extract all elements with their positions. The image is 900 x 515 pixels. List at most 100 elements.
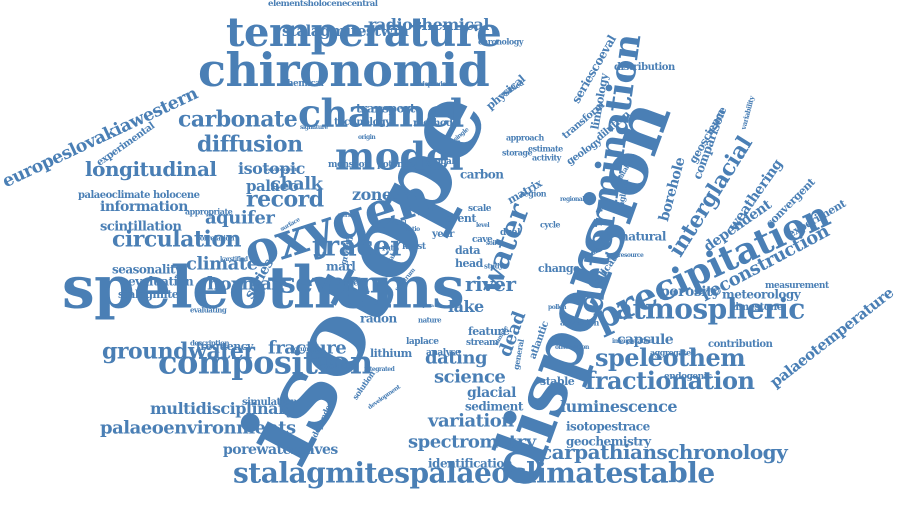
word-transport: transport <box>356 101 415 116</box>
word-simulation: simulation <box>242 397 297 408</box>
word-karst: karst <box>402 241 426 252</box>
word-marl: marl <box>326 259 356 274</box>
word-channel: channel <box>298 90 464 136</box>
word-stalagmite: stalagmite <box>118 288 179 302</box>
word-level: level <box>476 222 490 230</box>
word-nature: nature <box>418 315 442 325</box>
word-palaeo: palaeo <box>246 177 299 195</box>
word-chronology: chronology <box>478 36 524 47</box>
word-interpretation: interpretation <box>612 338 653 346</box>
word-meteorology: meteorology <box>722 287 801 302</box>
word-variability: variability <box>738 95 757 131</box>
word-approach: approach <box>506 132 544 143</box>
word-scale: scale <box>468 203 492 214</box>
word-carbonate: carbonate <box>178 106 298 133</box>
word-frequency: frequency <box>196 340 253 354</box>
word-temperature: temperature <box>226 9 502 56</box>
word-atmospheric: atmospheric <box>615 292 805 326</box>
word-luminescence: luminescence <box>560 397 678 417</box>
word-longitudinal: longitudinal <box>85 157 217 181</box>
word-endogenic: endogenic <box>664 371 712 382</box>
word-stable: stable <box>540 375 575 389</box>
word-palaeoclimate-holocene: palaeoclimate holocene <box>78 190 200 201</box>
word-zone: zone <box>352 185 392 205</box>
word-palaeoenvironments: palaeoenvironments <box>100 417 296 439</box>
word-radiochemical: radiochemical <box>368 15 489 35</box>
word-diffusion: diffusion <box>197 131 303 158</box>
word-head: head <box>455 257 483 271</box>
word-stream: stream <box>466 337 499 348</box>
word-analyse: analyse <box>426 347 461 358</box>
word-region: region <box>520 188 547 199</box>
word-global: global <box>426 156 455 167</box>
word-variation: variation <box>428 410 514 432</box>
word-lithium: lithium <box>370 347 412 361</box>
word-chalk: chalk <box>270 173 323 195</box>
word-change: change <box>538 262 580 276</box>
word-dual: dual <box>500 227 521 238</box>
word-contribution: contribution <box>708 339 773 350</box>
word-isotopestrace: isotopestrace <box>566 419 650 434</box>
word-carbon: carbon <box>460 167 504 182</box>
word-ratio: ratio <box>406 226 420 234</box>
word-speleothem: speleothem <box>595 342 746 372</box>
word-pollen: pollen <box>548 304 566 312</box>
word-lake: lake <box>448 297 484 317</box>
word-independent: independent <box>415 81 452 89</box>
word-signature: signature <box>300 124 328 132</box>
word-carpathianschronology: carpathianschronology <box>540 440 788 464</box>
word-river: river <box>465 272 516 296</box>
word-distribution: distribution <box>614 62 675 73</box>
word-hoxnian: hoxnian <box>207 273 285 295</box>
word-correlation: correlation <box>196 233 235 243</box>
word-feature: feature <box>468 325 510 339</box>
word-rate: rate <box>382 242 399 253</box>
word-technology: technology <box>334 117 391 128</box>
word-environment: environment <box>266 167 297 173</box>
word-groundwater: groundwater <box>102 338 255 365</box>
word-porewatercaves: porewatercaves <box>223 441 338 458</box>
word-data: data <box>455 244 481 258</box>
word-regional: regional <box>560 196 584 204</box>
word-potential: potential <box>377 159 419 170</box>
word-cave: cave <box>472 234 493 245</box>
word-person: person <box>338 212 358 220</box>
word-identification: identification <box>428 456 513 471</box>
word-soil: soil <box>486 240 496 248</box>
word-evaluation: evaluation <box>128 274 194 289</box>
word-climate: climate <box>186 253 258 275</box>
word-isotopic: isotopic <box>238 159 305 179</box>
word-monsoon: monsoon <box>328 159 371 170</box>
word-multidisciplinary: multidisciplinary <box>150 399 295 419</box>
word-information: information <box>100 198 188 215</box>
word-advection: advection <box>560 317 599 328</box>
word-integrated: integrated <box>364 366 395 374</box>
word-spectrometry: spectrometry <box>408 431 536 453</box>
word-resource: resource <box>618 252 644 260</box>
word-tracer: tracer <box>312 229 405 263</box>
word-chemical: chemical <box>282 78 324 89</box>
word-fractionation: fractionation <box>585 365 755 395</box>
word-study: study <box>484 261 503 271</box>
word-tephra: tephra <box>418 303 434 309</box>
word-karstified: karstified <box>220 256 248 264</box>
word-chironomid: chironomid <box>198 43 490 98</box>
word-development: development <box>366 383 402 411</box>
word-dating: dating <box>425 347 488 369</box>
word-glacial: glacial <box>467 384 516 401</box>
word-appropriate: appropriate <box>185 206 233 217</box>
word-estimate: estimate <box>528 143 563 154</box>
word-severn: severn <box>280 266 380 300</box>
word-model: model <box>335 133 464 179</box>
word-speleothems: speleothems <box>62 253 465 322</box>
word-tool: tool <box>395 220 407 228</box>
word-fracture: fracture <box>268 337 347 359</box>
word-geochemistry: geochemistry <box>566 434 651 449</box>
word-composition: composition <box>158 343 373 382</box>
word-sediment: sediment <box>465 399 523 414</box>
word-stalagmitestwin: stalagmitestwin <box>282 22 409 40</box>
word-shear: shear <box>344 277 367 288</box>
word-limestone: limestone <box>732 302 783 313</box>
word-cycle: cycle <box>540 219 561 230</box>
